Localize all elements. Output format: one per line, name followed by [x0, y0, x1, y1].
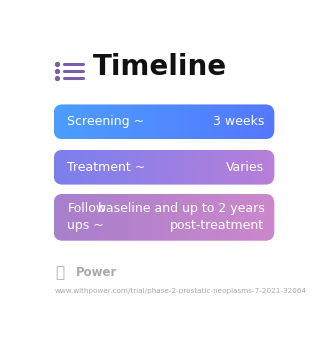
Text: Power: Power — [76, 266, 117, 279]
Text: 3 weeks: 3 weeks — [213, 115, 264, 128]
Text: Varies: Varies — [226, 161, 264, 174]
Text: Screening ~: Screening ~ — [67, 115, 144, 128]
Text: ⲃ: ⲃ — [55, 265, 64, 280]
FancyBboxPatch shape — [54, 150, 274, 185]
Text: Timeline: Timeline — [93, 53, 228, 81]
Text: Treatment ~: Treatment ~ — [67, 161, 146, 174]
Text: Follow
ups ~: Follow ups ~ — [67, 202, 107, 232]
FancyBboxPatch shape — [54, 104, 274, 139]
Text: baseline and up to 2 years
post-treatment: baseline and up to 2 years post-treatmen… — [98, 202, 264, 232]
Text: www.withpower.com/trial/phase-2-prostatic-neoplasms-7-2021-32064: www.withpower.com/trial/phase-2-prostati… — [55, 288, 307, 295]
FancyBboxPatch shape — [54, 194, 274, 241]
